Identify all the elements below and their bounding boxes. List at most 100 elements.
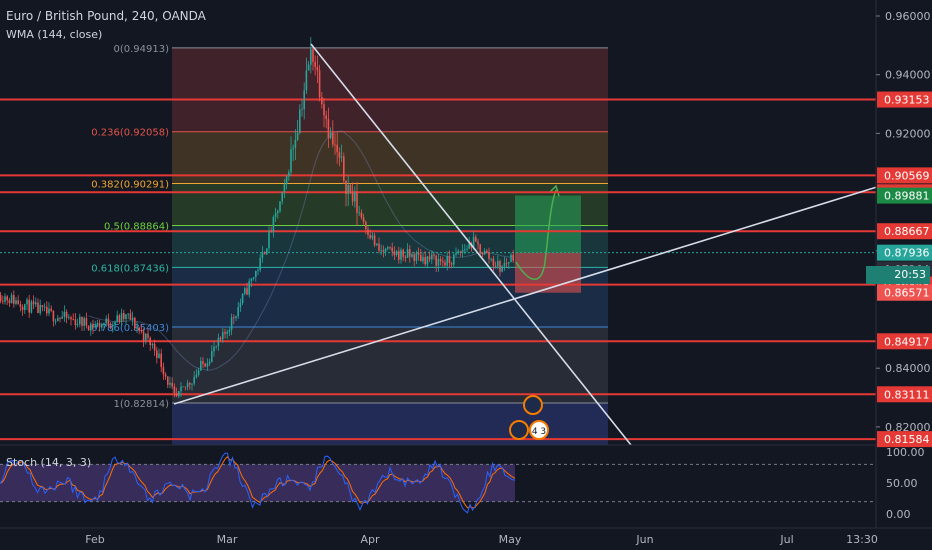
time-axis-label[interactable]: Jun xyxy=(635,533,653,546)
time-axis-label[interactable]: 13:30 xyxy=(846,533,878,546)
candle-body xyxy=(158,353,160,358)
candle-body xyxy=(46,306,48,314)
candle-body xyxy=(19,304,22,307)
candle-body xyxy=(182,386,184,388)
candle-body xyxy=(219,337,222,340)
candle-body xyxy=(450,262,453,265)
candle-body xyxy=(347,184,349,195)
candle-body xyxy=(292,147,294,150)
candle-body xyxy=(402,249,404,257)
candle-body xyxy=(305,70,308,91)
candle-body xyxy=(140,330,143,332)
candle-body xyxy=(325,115,327,120)
price-level-label: 0.81584 xyxy=(884,433,930,446)
candle-body xyxy=(336,144,338,153)
time-axis-label[interactable]: Apr xyxy=(360,533,380,546)
time-axis-label[interactable]: Jul xyxy=(779,533,793,546)
price-tick-label[interactable]: 0.94000 xyxy=(885,69,931,82)
candle-body xyxy=(134,317,136,329)
candle-body xyxy=(356,192,358,213)
candle-body xyxy=(321,97,323,105)
candle-body xyxy=(285,176,288,185)
price-level-tag xyxy=(877,284,932,301)
wma-legend[interactable]: WMA (144, close) xyxy=(6,28,103,41)
candle-body xyxy=(461,250,464,253)
candle-body xyxy=(345,180,347,195)
event-icon xyxy=(509,420,529,440)
candle-body xyxy=(329,132,332,139)
price-level-label: 0.88667 xyxy=(884,225,930,238)
candle-body xyxy=(512,254,514,261)
price-tick-label[interactable]: 0.96000 xyxy=(885,10,931,23)
fib-level-label: 0.5(0.88864) xyxy=(104,221,169,232)
time-axis-label[interactable]: May xyxy=(499,533,522,546)
candle-body xyxy=(74,319,77,326)
candle-body xyxy=(235,316,237,318)
price-level-tag xyxy=(877,386,932,403)
candle-body xyxy=(200,361,202,371)
candle-body xyxy=(173,386,176,394)
time-axis-label[interactable]: Mar xyxy=(217,533,238,546)
time-axis-panel xyxy=(0,528,932,550)
candle-body xyxy=(101,324,103,328)
candle-body xyxy=(120,313,123,322)
candle-body xyxy=(279,201,281,212)
candle-body xyxy=(123,313,125,319)
candle-body xyxy=(266,248,268,255)
candle-body xyxy=(90,323,92,331)
time-axis-label[interactable]: Feb xyxy=(85,533,104,546)
price-tick-label[interactable]: 0.84000 xyxy=(885,362,931,375)
candle-body xyxy=(468,243,470,249)
bar-countdown: 20:53 xyxy=(866,266,930,284)
stoch-k-line xyxy=(0,452,516,514)
candle-body xyxy=(43,306,46,308)
candle-body xyxy=(490,258,492,260)
candle-body xyxy=(475,236,477,242)
candle-body xyxy=(215,346,217,347)
candle-body xyxy=(263,252,266,255)
candle-body xyxy=(167,376,169,385)
price-level-tag xyxy=(877,91,932,108)
candle-body xyxy=(442,261,444,263)
candle-body xyxy=(268,230,270,249)
candle-body xyxy=(501,266,503,272)
stoch-tick-label: 0.00 xyxy=(886,508,911,521)
candle-body xyxy=(224,332,226,334)
candle-body xyxy=(24,304,26,310)
candle-body xyxy=(422,257,424,262)
candle-body xyxy=(400,249,402,260)
candle-body xyxy=(510,254,512,262)
candle-body xyxy=(96,323,99,326)
candle-body xyxy=(508,261,510,264)
fib-level-label: 0.382(0.90291) xyxy=(91,180,169,191)
symbol-title[interactable]: Euro / British Pound, 240, OANDA xyxy=(6,9,206,23)
candle-body xyxy=(41,304,44,307)
stoch-tick-label: 50.00 xyxy=(886,477,918,490)
event-count-badge xyxy=(529,420,549,440)
candle-body xyxy=(83,318,85,326)
stoch-legend[interactable]: Stoch (14, 3, 3) xyxy=(6,456,92,469)
candle-body xyxy=(288,172,290,177)
candle-body xyxy=(378,243,380,251)
candle-body xyxy=(246,288,248,295)
candle-body xyxy=(239,302,242,308)
candle-body xyxy=(129,313,132,320)
candle-body xyxy=(114,321,116,325)
candle-body xyxy=(384,248,387,252)
candle-body xyxy=(116,315,118,322)
candle-body xyxy=(191,383,193,385)
candle-body xyxy=(417,252,420,255)
candle-body xyxy=(244,288,246,294)
candle-body xyxy=(178,391,180,397)
candle-body xyxy=(48,308,50,314)
fib-level-label: 0(0.94913) xyxy=(113,44,169,55)
price-tick-label[interactable]: 0.82000 xyxy=(885,421,931,434)
fib-level-label: 1(0.82814) xyxy=(113,399,169,410)
candle-body xyxy=(464,249,466,251)
candle-body xyxy=(149,337,151,346)
candle-body xyxy=(259,258,261,270)
candle-body xyxy=(63,311,66,317)
candle-body xyxy=(233,317,235,319)
price-tick-label[interactable]: 0.92000 xyxy=(885,127,931,140)
